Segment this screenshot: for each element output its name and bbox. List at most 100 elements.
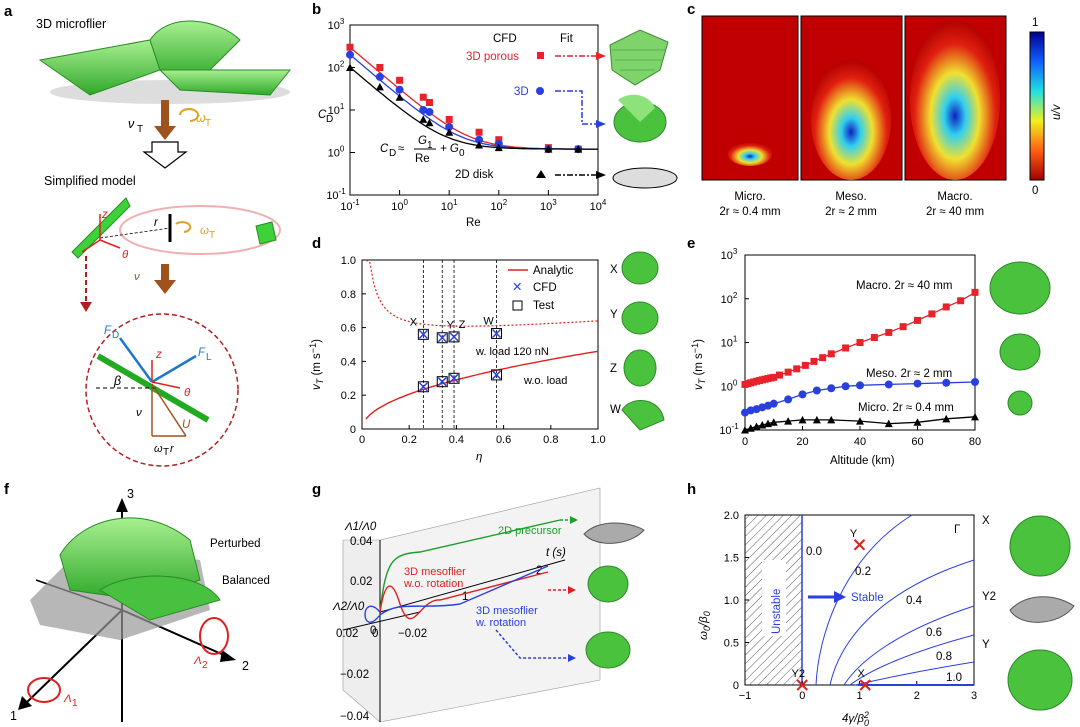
label-perturbed: Perturbed: [210, 538, 261, 550]
omega-sub: T: [205, 118, 211, 129]
e-data-point: [914, 316, 921, 324]
g-t-axis: [379, 559, 566, 613]
disk-illustration: [612, 167, 678, 189]
h-xtick-label: 1: [856, 690, 862, 702]
panel-e: e 010-1 20 100 40 101 60 102 80 103 vT (m s−1) A…: [687, 235, 1051, 467]
h-xtick-label: 0: [799, 690, 805, 702]
colorbar: [1029, 31, 1045, 181]
g-curve-precursor: [379, 519, 561, 613]
plot-d-legend: Analytic ✕ CFD Test: [505, 262, 597, 316]
g-ztick-2: −0.02: [398, 628, 427, 640]
flow-field-micro: [701, 15, 799, 181]
colorbar-min: 0: [1032, 185, 1038, 197]
d-point-label: W: [483, 316, 494, 328]
g-ytick-0: 0.04: [350, 536, 373, 548]
plot-b-ticks: 10-1 100 101 102 103 104 10-1 100 101 102 103: [326, 17, 607, 213]
plot-h-points: Y X Y2: [792, 528, 871, 691]
g-arrowhead-precursor: [570, 516, 578, 524]
e-data-point: [810, 357, 818, 365]
e-data-point: [913, 379, 922, 388]
vt-label: ν: [128, 117, 135, 131]
axis-2-label: 2: [242, 659, 249, 673]
gamma-label: Γ: [954, 524, 961, 536]
d-cfd-marker: [418, 382, 428, 392]
e-ytick-label: 103: [721, 247, 738, 262]
b-data-point: [375, 72, 384, 81]
g-arrowhead-rot: [568, 654, 576, 662]
d-analytic-load: [365, 259, 599, 327]
d-point-label: Y: [447, 320, 455, 332]
contour-label-3: 0.6: [926, 627, 942, 639]
plot-d-ticks: 00 0.2 0.2 0.4 0.4 0.6 0.6 0.8 0.8 1.0 1.0: [341, 255, 606, 446]
simplified-title: Simplified model: [44, 174, 136, 188]
e-ytick-label: 101: [721, 335, 738, 350]
omega-arrow: [179, 108, 199, 122]
u-vec: [151, 383, 187, 437]
b-ytick-label: 101: [328, 102, 345, 117]
b-xtick-label: 10-1: [340, 198, 360, 213]
axis-3-arrow: [116, 498, 128, 512]
g-arrowhead-norot: [568, 586, 576, 594]
g-ytick-1: 0.02: [350, 576, 372, 588]
b-data-point: [346, 63, 354, 71]
b-data-point: [445, 128, 454, 136]
h-ytick-label: 1.0: [724, 595, 739, 607]
h-ytick-label: 1.5: [724, 553, 739, 565]
microflier-title: 3D microflier: [36, 17, 106, 31]
label-meso: Meso. 2r ≈ 2 mm: [866, 368, 952, 380]
b-data-point: [376, 64, 384, 71]
e-data-point: [856, 339, 864, 346]
e-data-point: [942, 378, 951, 387]
b-data-point: [375, 82, 384, 91]
axis-2-arrow: [220, 650, 236, 662]
g-ttick-2: 2: [536, 565, 542, 577]
d-test-marker: [491, 328, 503, 340]
plot-e-ticks: 010-1 20 100 40 101 60 102 80 103: [719, 247, 981, 448]
caption-macro-size: 2r ≈ 40 mm: [926, 206, 984, 218]
e-data-point: [856, 417, 864, 425]
e-data-point: [769, 418, 778, 426]
plot-h-xlabel: 4γ/β2 0: [842, 710, 869, 727]
eq-num: G: [418, 135, 427, 147]
r-label: r: [154, 217, 159, 229]
fit-3d-line: [555, 90, 598, 125]
unstable-label-bg: [762, 560, 786, 636]
panel-d-label: d: [312, 235, 321, 252]
g-curve-meso-norot: [379, 571, 549, 620]
d-side-x: X: [610, 264, 618, 276]
panel-c-label: c: [687, 1, 695, 18]
e-data-point: [827, 384, 836, 393]
d-test-marker: [491, 369, 503, 381]
g-ttick-1: 1: [462, 591, 468, 603]
legend-test-marker: [512, 300, 523, 311]
d-test-marker: [436, 332, 448, 344]
h-side-y2: Y2: [982, 591, 996, 603]
eq-lhs: C: [380, 143, 389, 155]
eq-approx: ≈: [398, 143, 404, 155]
h-ytick-label: 0: [733, 680, 739, 692]
b-xtick-label: 101: [441, 198, 458, 213]
legend-3d-marker: [536, 87, 544, 95]
stable-arrowhead: [834, 591, 846, 603]
g-label-meso-norot-2: w.o. rotation: [403, 578, 463, 590]
h-point-marker: [859, 679, 871, 691]
b-data-point: [574, 145, 583, 153]
d-xtick-label: 0: [359, 434, 365, 446]
b-data-point: [346, 43, 354, 51]
d-test-marker: [448, 331, 460, 343]
b-data-point: [544, 145, 553, 153]
panel-f: f 3 1 2 Perturbed Balanced Λ 1 Λ 2: [4, 481, 270, 723]
zoom-arrow: [80, 302, 92, 312]
d-cfd-marker: [491, 370, 502, 380]
hollow-down-arrow: [142, 141, 188, 169]
lambda2-sub: 2: [202, 660, 208, 671]
legend-disk-marker: [536, 170, 546, 178]
caption-micro-size: 2r ≈ 0.4 mm: [719, 206, 780, 218]
e-data-point: [957, 297, 965, 305]
d-analytic-noload: [365, 350, 599, 420]
fit-disk-arrow: [596, 171, 606, 179]
